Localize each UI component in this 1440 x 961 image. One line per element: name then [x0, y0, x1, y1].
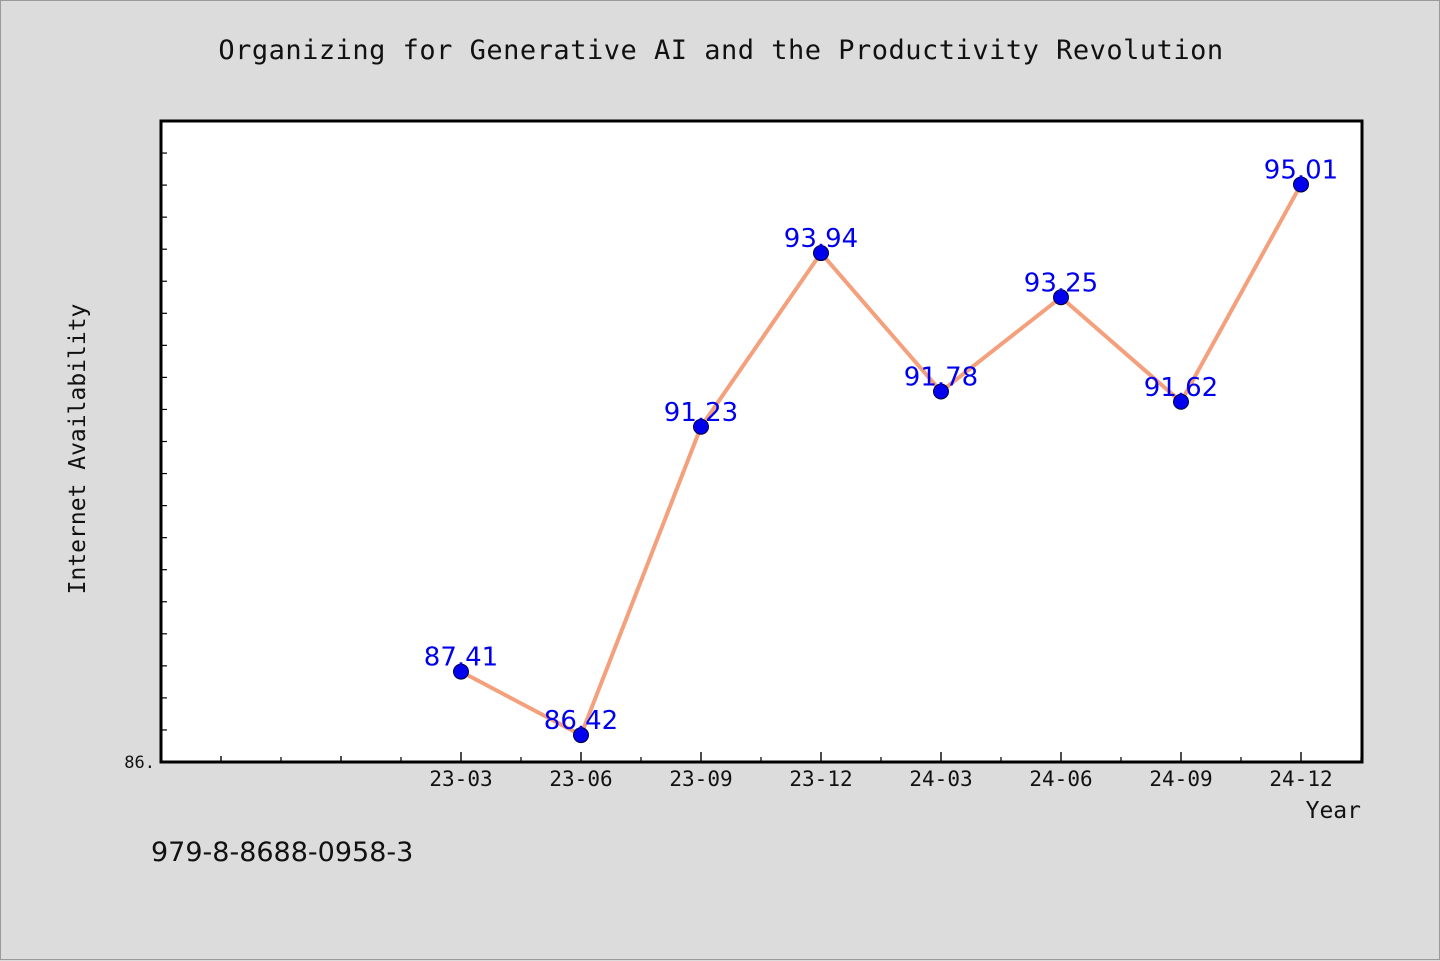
y-axis-ticks: [161, 152, 167, 731]
x-tick-labels: 23-03 23-06 23-09 23-12 24-03 24-06 24-09 24-12: [429, 767, 1332, 791]
x-tick-label: 23-03: [429, 767, 492, 791]
data-label: 91.62: [1144, 373, 1218, 403]
data-label: 87.41: [424, 643, 498, 673]
data-point: [813, 245, 829, 262]
data-point: [1053, 289, 1069, 306]
x-tick-label: 24-03: [909, 767, 972, 791]
data-label: 95.01: [1264, 155, 1338, 185]
x-axis-ticks: [220, 752, 1362, 762]
data-point: [1173, 393, 1189, 410]
data-point: [453, 663, 469, 680]
data-label: 91.23: [664, 398, 738, 428]
y-tick-label: 86.: [124, 753, 155, 773]
x-axis-label: Year: [1306, 798, 1361, 824]
data-point: [933, 383, 949, 400]
data-label: 86.42: [544, 706, 618, 736]
data-point: [573, 727, 589, 744]
y-axis-label: Internet Availability: [65, 304, 91, 595]
series-line: [460, 183, 1303, 738]
plot-area: [159, 119, 1364, 764]
data-label: 91.78: [904, 363, 978, 393]
x-tick-label: 24-06: [1029, 767, 1092, 791]
x-tick-label: 24-09: [1149, 767, 1212, 791]
data-point: [1293, 176, 1309, 193]
x-tick-label: 24-12: [1269, 767, 1332, 791]
chart-title: Organizing for Generative AI and the Pro…: [218, 35, 1224, 66]
x-tick-label: 23-06: [549, 767, 612, 791]
data-label: 93.94: [784, 224, 858, 254]
x-tick-label: 23-12: [789, 767, 852, 791]
data-point: [693, 418, 709, 435]
series-layer: 87.41 86.42 91.23 93.94 91.78 93.25 91.62 95.01: [424, 155, 1338, 744]
x-tick-label: 23-09: [669, 767, 732, 791]
isbn-text: 979-8-8688-0958-3: [151, 837, 414, 868]
data-label: 93.25: [1024, 268, 1098, 298]
